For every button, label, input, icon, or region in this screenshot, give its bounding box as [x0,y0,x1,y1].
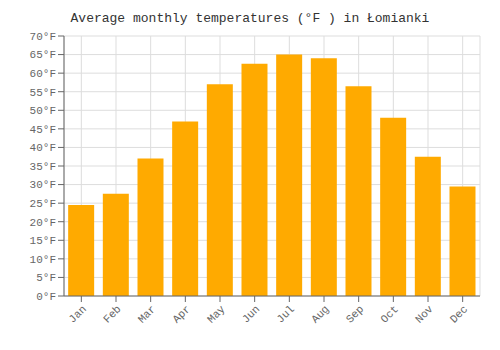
svg-text:25°F: 25°F [30,198,56,210]
svg-text:0°F: 0°F [36,291,56,303]
svg-text:5°F: 5°F [36,272,56,284]
svg-text:Sep: Sep [344,303,366,325]
svg-text:15°F: 15°F [30,235,56,247]
svg-text:20°F: 20°F [30,217,56,229]
svg-text:Jun: Jun [240,303,262,325]
svg-text:Aug: Aug [309,303,331,325]
svg-text:Jan: Jan [66,303,88,325]
svg-text:Jul: Jul [274,303,296,325]
svg-text:10°F: 10°F [30,254,56,266]
svg-text:45°F: 45°F [30,124,56,136]
svg-text:Dec: Dec [448,303,470,325]
svg-text:Mar: Mar [136,303,158,325]
html-text:Average monthly temperatures (: Average monthly temperatures (°F ) in Ło… [70,11,430,26]
svg-text:35°F: 35°F [30,161,56,173]
svg-text:55°F: 55°F [30,87,56,99]
svg-text:Feb: Feb [101,303,123,325]
svg-text:Oct: Oct [378,303,400,325]
svg-text:60°F: 60°F [30,68,56,80]
svg-text:30°F: 30°F [30,179,56,191]
svg-text:Apr: Apr [170,303,192,325]
svg-text:65°F: 65°F [30,49,56,61]
svg-text:Nov: Nov [413,303,436,326]
svg-text:40°F: 40°F [30,142,56,154]
svg-text:70°F: 70°F [30,31,56,43]
svg-text:50°F: 50°F [30,105,56,117]
svg-text:May: May [205,303,228,326]
